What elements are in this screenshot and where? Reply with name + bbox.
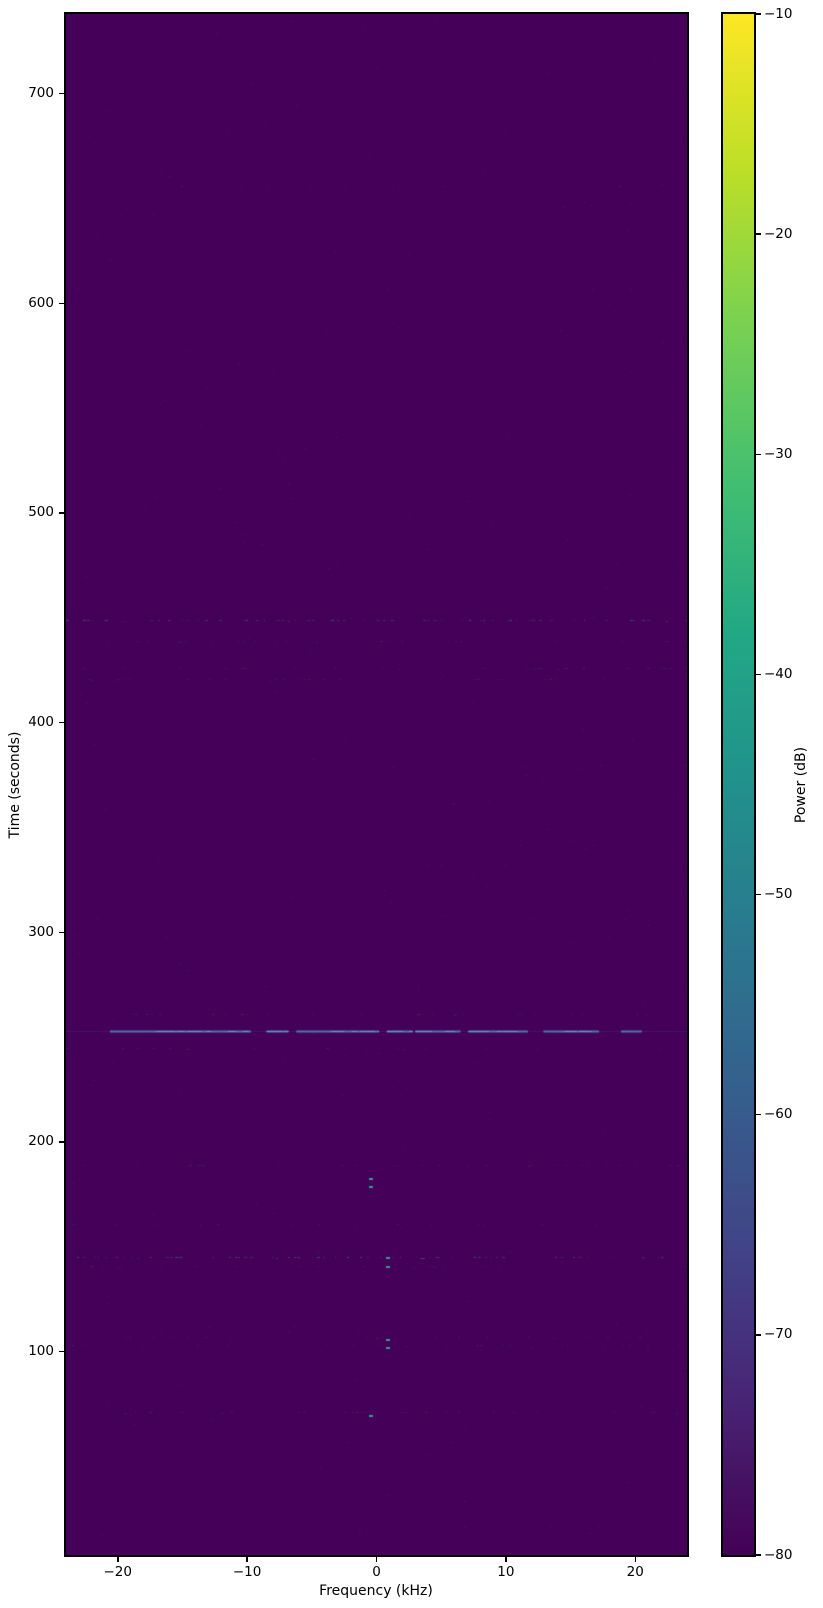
x-axis-label: Frequency (kHz) <box>319 1583 433 1599</box>
colorbar <box>721 12 756 1557</box>
spectrogram-heatmap <box>66 14 687 1555</box>
x-tick-label: −20 <box>103 1564 133 1580</box>
x-tick-label: 20 <box>626 1564 644 1580</box>
colorbar-tick-mark <box>756 233 761 235</box>
y-tick-label: 500 <box>28 504 54 521</box>
y-tick-mark <box>59 92 64 95</box>
y-tick-mark <box>59 512 64 514</box>
y-tick-mark <box>59 931 64 934</box>
colorbar-tick-mark <box>756 1334 761 1336</box>
y-tick-label: 700 <box>28 85 54 102</box>
colorbar-tick-label: −60 <box>764 1106 793 1123</box>
colorbar-tick-mark <box>756 1113 761 1116</box>
colorbar-gradient <box>723 14 754 1555</box>
x-tick-mark <box>634 1557 636 1562</box>
x-tick-mark <box>505 1557 507 1562</box>
y-tick-label: 300 <box>28 923 54 940</box>
x-tick-mark <box>375 1557 378 1562</box>
colorbar-tick-label: −40 <box>764 665 793 682</box>
colorbar-tick-label: −20 <box>764 225 793 242</box>
colorbar-tick-mark <box>756 893 761 896</box>
y-tick-label: 100 <box>28 1343 54 1360</box>
colorbar-tick-mark <box>756 1554 761 1556</box>
colorbar-tick-label: −10 <box>764 5 793 22</box>
y-axis-label: Time (seconds) <box>7 731 23 839</box>
colorbar-tick-label: −70 <box>764 1326 793 1343</box>
y-tick-mark <box>59 1141 64 1143</box>
colorbar-tick-mark <box>756 673 761 676</box>
colorbar-tick-mark <box>756 453 761 456</box>
y-tick-mark <box>59 302 64 305</box>
spectrogram-plot <box>64 12 689 1557</box>
colorbar-label: Power (dB) <box>793 746 809 824</box>
y-tick-mark <box>59 1350 64 1353</box>
colorbar-tick-label: −30 <box>764 445 793 462</box>
x-tick-mark <box>117 1557 119 1562</box>
x-tick-label: 10 <box>497 1564 515 1580</box>
x-tick-mark <box>246 1557 248 1562</box>
x-tick-label: 0 <box>372 1564 381 1580</box>
colorbar-tick-mark <box>756 13 761 15</box>
y-tick-label: 200 <box>28 1133 54 1150</box>
y-tick-label: 600 <box>28 294 54 311</box>
y-tick-label: 400 <box>28 714 54 731</box>
colorbar-tick-label: −50 <box>764 886 793 903</box>
x-tick-label: −10 <box>232 1564 262 1580</box>
y-tick-mark <box>59 721 64 724</box>
colorbar-tick-label: −80 <box>764 1546 793 1563</box>
